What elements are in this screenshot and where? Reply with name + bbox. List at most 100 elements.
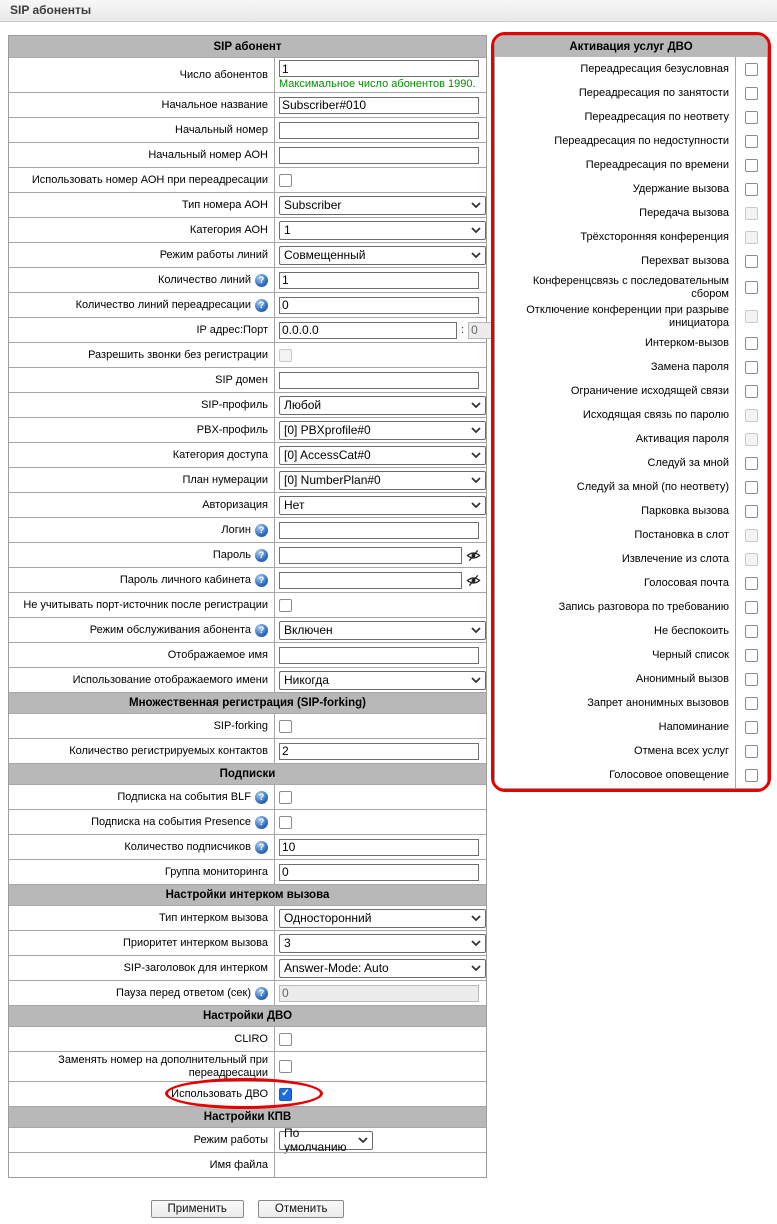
text-input[interactable] [279,742,479,760]
text-input[interactable] [279,838,479,856]
row-label-cell: SIP домен [9,368,275,393]
help-icon[interactable] [255,986,268,1000]
select[interactable]: [0] PBXprofile#0 [279,420,486,440]
checkbox[interactable] [745,182,758,196]
select[interactable]: Включен [279,620,486,640]
select[interactable]: Любой [279,395,486,415]
dvo-service-row: Переадресация безусловная [495,57,767,81]
control-line [279,296,482,314]
toggle-password-visibility[interactable] [466,574,481,587]
checkbox[interactable] [745,361,758,375]
checkbox[interactable] [745,505,758,519]
checkbox[interactable] [745,337,758,351]
text-input[interactable] [279,521,479,539]
checkbox[interactable] [745,577,758,591]
help-icon[interactable] [255,815,268,829]
text-input[interactable] [279,146,479,164]
text-input[interactable] [279,60,479,77]
apply-button[interactable]: Применить [150,1200,244,1218]
dvo-service-row: Удержание вызова [495,177,767,201]
dvo-service-row: Замена пароля [495,355,767,380]
select[interactable]: Односторонний [279,908,486,928]
field-label: Категория АОН [189,223,268,236]
password-input[interactable] [279,546,462,564]
help-icon[interactable] [255,523,268,537]
checkbox[interactable] [745,673,758,687]
checkbox[interactable] [745,158,758,172]
checkbox[interactable] [745,110,758,124]
dvo-checkbox-cell [736,153,767,177]
checkbox[interactable] [745,745,758,759]
text-input[interactable] [279,646,479,664]
eye-slash-icon[interactable] [466,574,481,587]
select[interactable]: 1 [279,220,486,240]
checkbox[interactable] [745,134,758,148]
help-icon[interactable] [255,298,268,312]
select[interactable]: 3 [279,933,486,953]
checkbox[interactable] [279,1087,292,1101]
field-label: Имя файла [209,1159,268,1172]
checkbox[interactable] [745,721,758,735]
checkbox[interactable] [279,815,292,829]
help-icon[interactable] [255,273,268,287]
help-icon[interactable] [255,840,268,854]
select[interactable]: По умолчанию [279,1126,373,1154]
select[interactable]: Subscriber [279,195,486,215]
row-field-cell [275,543,486,567]
row-field-cell [275,518,486,542]
field-label: Начальный номер АОН [148,148,268,161]
password-input[interactable] [279,571,462,589]
checkbox[interactable] [279,173,292,187]
row-field-cell: Никогда [275,668,490,692]
text-input[interactable] [279,271,479,289]
select[interactable]: Совмещенный [279,245,486,265]
checkbox[interactable] [745,769,758,783]
toggle-password-visibility[interactable] [466,549,481,562]
field-label: Перехват вызова [641,254,729,267]
dvo-service-label: Исходящая связь по паролю [495,403,736,428]
dvo-checkbox-cell [736,572,767,596]
row-label-cell: Количество линий переадресации [9,293,275,318]
checkbox[interactable] [745,601,758,615]
checkbox[interactable] [745,457,758,471]
text-input[interactable] [279,121,479,139]
form-row: Режим работы линий Совмещенный [9,242,486,268]
select[interactable]: Нет [279,495,486,515]
help-icon[interactable] [255,790,268,804]
ip-address-input[interactable] [279,321,457,339]
help-icon[interactable] [255,623,268,637]
checkbox[interactable] [745,481,758,495]
text-input[interactable] [279,296,479,314]
select[interactable]: Никогда [279,670,486,690]
checkbox[interactable] [745,625,758,639]
row-label-cell: Приоритет интерком вызова [9,931,275,956]
form-row: Использование отображаемого имени Никогда [9,667,486,693]
checkbox[interactable] [279,790,292,804]
checkbox[interactable] [279,1032,292,1046]
text-input[interactable] [279,863,479,881]
checkbox[interactable] [279,1060,292,1074]
select[interactable]: Answer-Mode: Auto [279,958,486,978]
select[interactable]: [0] AccessCat#0 [279,445,486,465]
field-label: Пауза перед ответом (сек) [116,986,251,999]
checkbox[interactable] [745,281,758,295]
cancel-button[interactable]: Отменить [257,1200,345,1218]
checkbox[interactable] [745,385,758,399]
checkbox[interactable] [279,719,292,733]
help-icon[interactable] [255,573,268,587]
form-row: Логин [9,517,486,543]
text-input[interactable] [279,371,479,389]
form-row: Пароль [9,542,486,568]
select[interactable]: [0] NumberPlan#0 [279,470,486,490]
eye-slash-icon[interactable] [466,549,481,562]
checkbox[interactable] [745,697,758,711]
help-icon[interactable] [255,548,268,562]
text-input[interactable] [279,96,479,114]
checkbox[interactable] [745,86,758,100]
checkbox[interactable] [279,598,292,612]
checkbox[interactable] [745,62,758,76]
checkbox[interactable] [745,254,758,268]
row-field-cell: : [275,318,524,342]
checkbox[interactable] [745,649,758,663]
control-line [279,271,482,289]
